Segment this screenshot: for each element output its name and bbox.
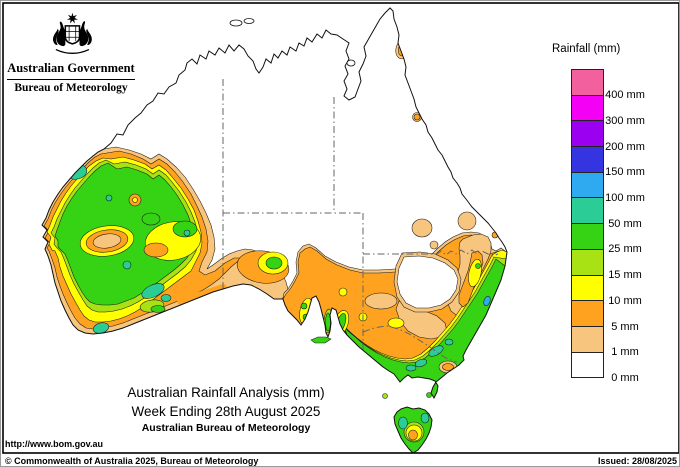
government-title: Australian Government: [7, 61, 135, 75]
legend-label-200-mm: 200 mm: [605, 140, 645, 153]
legend-label-100-mm: 100 mm: [605, 192, 645, 204]
legend-swatch-400-mm: [571, 69, 604, 96]
legend-label-50-mm: 50 mm: [608, 217, 642, 230]
offshore-islands: [229, 18, 432, 399]
legend-swatch-25-mm: [571, 223, 604, 250]
copyright-text: © Commonwealth of Australia 2025, Bureau…: [5, 456, 259, 466]
map-agency: Australian Bureau of Meteorology: [141, 422, 311, 434]
map-subtitle: Week Ending 28th August 2025: [131, 404, 321, 419]
legend-label-300-mm: 300 mm: [605, 114, 645, 127]
legend-swatches: [571, 69, 604, 379]
legend-title: Rainfall (mm): [552, 43, 621, 55]
legend-swatch-1-mm: [571, 325, 604, 353]
government-header: Australian Government Bureau of Meteorol…: [1, 7, 141, 94]
legend-label-15-mm: 15 mm: [608, 269, 642, 282]
coat-of-arms-icon: [52, 12, 92, 54]
legend-swatch-300-mm: [571, 94, 604, 122]
legend-swatch-5-mm: [571, 300, 604, 327]
legend-swatch-0-mm: [571, 351, 604, 379]
legend-label-1-mm: 1 mm: [611, 346, 639, 359]
kangaroo-island: [310, 336, 332, 344]
legend-label-0-mm: 0 mm: [611, 371, 639, 384]
tasmania-coastline: [393, 406, 433, 454]
legend-swatch-150-mm: [571, 146, 604, 173]
legend-swatch-15-mm: [571, 248, 604, 276]
australia-coastline: [41, 7, 508, 400]
state-borders: [222, 79, 499, 371]
header-divider: [7, 79, 135, 81]
map-frame-border: [2, 2, 679, 454]
legend-label-5-mm: 5 mm: [611, 320, 639, 333]
legend-label-10-mm: 10 mm: [608, 294, 642, 307]
issued-date: Issued: 28/08/2025: [597, 456, 677, 466]
legend-swatch-100-mm: [571, 171, 604, 199]
footer-bar: © Commonwealth of Australia 2025, Bureau…: [1, 455, 679, 466]
map-title: Australian Rainfall Analysis (mm): [127, 385, 325, 400]
legend-label-150-mm: 150 mm: [605, 166, 645, 179]
legend-label-400-mm: 400 mm: [605, 89, 645, 102]
legend-label-25-mm: 25 mm: [608, 243, 642, 256]
legend-swatch-50-mm: [571, 197, 604, 225]
legend-swatch-10-mm: [571, 274, 604, 302]
bureau-title: Bureau of Meteorology: [14, 82, 128, 95]
legend-swatch-200-mm: [571, 120, 604, 148]
bom-url: http://www.bom.gov.au: [5, 439, 103, 449]
map-titles: Australian Rainfall Analysis (mm) Week E…: [26, 385, 426, 434]
